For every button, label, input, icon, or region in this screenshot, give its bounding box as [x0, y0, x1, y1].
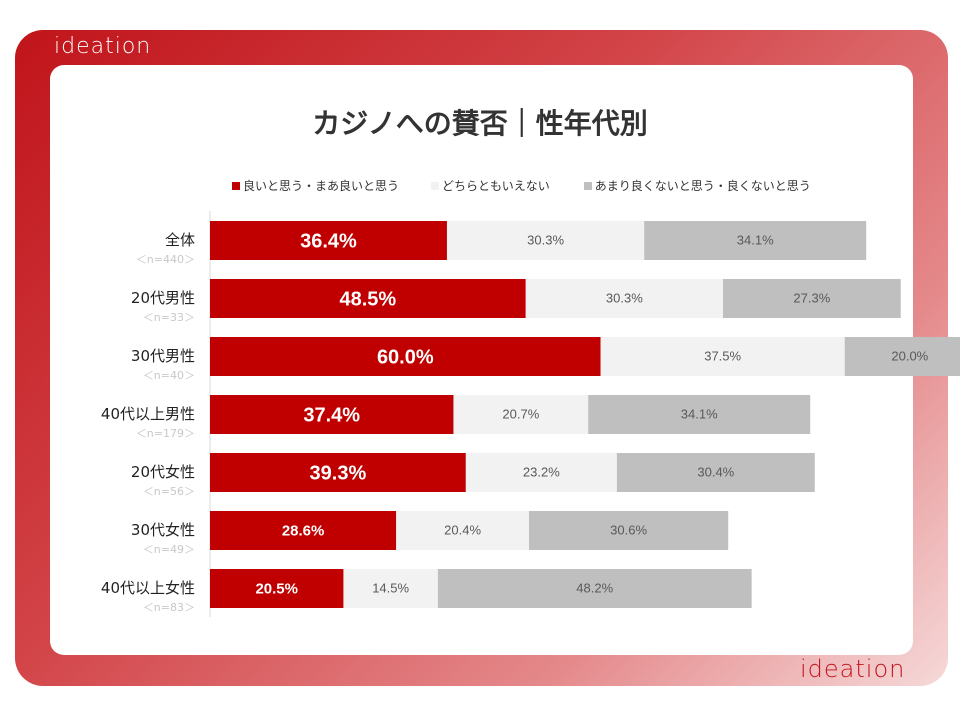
bar-segment	[600, 337, 845, 376]
category-name: 全体	[164, 231, 195, 249]
data-label: 20.4%	[444, 523, 481, 538]
bar-segment	[616, 453, 815, 492]
legend: 良いと思う・まあ良いと思う どちらともいえない あまり良くないと思う・良くないと…	[232, 177, 811, 194]
sample-size: ＜n=40＞	[142, 369, 195, 382]
category-name: 20代男性	[130, 289, 195, 307]
ideation-logo: ideation	[54, 34, 152, 59]
bar-segment	[210, 221, 447, 260]
data-label: 14.5%	[372, 581, 409, 596]
sample-size: ＜n=440＞	[135, 253, 195, 266]
bar-segment	[465, 453, 617, 492]
sample-size: ＜n=33＞	[142, 311, 195, 324]
data-label: 20.5%	[255, 581, 298, 598]
legend-swatch	[583, 181, 592, 190]
data-label: 28.6%	[282, 523, 325, 540]
data-label: 36.4%	[300, 231, 357, 253]
bar-segment	[210, 395, 454, 434]
data-label: 20.0%	[891, 349, 928, 364]
category-name: 30代女性	[130, 521, 195, 539]
sample-size: ＜n=49＞	[142, 543, 195, 556]
category-label: 40代以上女性 ＜n=83＞	[5, 577, 195, 615]
bar-segment	[528, 511, 729, 550]
data-label: 39.3%	[310, 463, 367, 485]
legend-label: どちらともいえない	[442, 179, 550, 193]
chart-title: カジノへの賛否｜性年代別	[312, 107, 648, 140]
data-label: 30.6%	[610, 523, 647, 538]
bar-segment	[588, 395, 811, 434]
sample-size: ＜n=83＞	[142, 601, 195, 614]
sample-size: ＜n=179＞	[135, 427, 195, 440]
legend-item: どちらともいえない	[431, 177, 550, 194]
data-label: 48.5%	[340, 289, 397, 311]
bar-segment	[446, 221, 645, 260]
legend-label: 良いと思う・まあ良いと思う	[243, 179, 400, 193]
bar-segment	[210, 337, 601, 376]
category-name: 30代男性	[130, 347, 195, 365]
data-label: 60.0%	[377, 347, 434, 369]
legend-swatch	[232, 181, 240, 190]
bar-segment	[210, 279, 526, 318]
bar-segment	[210, 453, 466, 492]
data-label: 30.3%	[606, 291, 643, 306]
bar-segment	[210, 511, 397, 550]
data-label: 37.5%	[704, 349, 741, 364]
data-label: 30.3%	[527, 233, 564, 248]
data-label: 48.2%	[576, 581, 613, 596]
bar-segment	[437, 569, 752, 608]
category-label: 20代女性 ＜n=56＞	[5, 461, 195, 499]
category-label: 30代男性 ＜n=40＞	[5, 345, 195, 383]
bar-segment	[210, 569, 344, 608]
sample-size: ＜n=56＞	[142, 485, 195, 498]
legend-label: あまり良くないと思う・良くないと思う	[594, 179, 811, 193]
category-label: 20代男性 ＜n=33＞	[5, 287, 195, 325]
bar-segment	[396, 511, 529, 550]
data-label: 23.2%	[523, 465, 560, 480]
bar-segment	[844, 337, 960, 376]
legend-item: 良いと思う・まあ良いと思う	[232, 177, 399, 194]
bar-segment	[644, 221, 867, 260]
data-label: 37.4%	[303, 405, 360, 427]
bar-segment	[722, 279, 901, 318]
data-label: 30.4%	[697, 465, 734, 480]
category-label: 40代以上男性 ＜n=179＞	[5, 403, 195, 441]
category-label: 30代女性 ＜n=49＞	[5, 519, 195, 557]
category-name: 20代女性	[130, 463, 195, 481]
data-label: 34.1%	[737, 233, 774, 248]
legend-item: あまり良くないと思う・良くないと思う	[583, 177, 811, 194]
data-label: 34.1%	[681, 407, 718, 422]
category-name: 40代以上女性	[100, 579, 195, 597]
data-label: 20.7%	[502, 407, 539, 422]
category-label: 全体 ＜n=440＞	[5, 229, 195, 267]
bar-segment	[453, 395, 589, 434]
category-name: 40代以上男性	[100, 405, 195, 423]
legend-swatch	[431, 181, 440, 190]
bar-segment	[343, 569, 438, 608]
bar-segment	[525, 279, 723, 318]
data-label: 27.3%	[793, 291, 830, 306]
ideation-logo-bottom: ideation	[800, 655, 906, 683]
